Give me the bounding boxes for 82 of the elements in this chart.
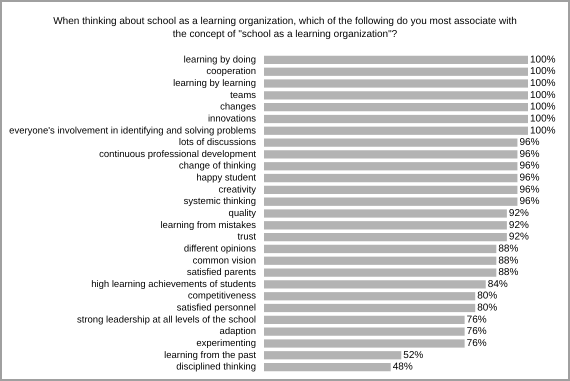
data-label: 76% (466, 338, 487, 349)
y-tick-label: systemic thinking (184, 196, 256, 208)
data-label: 96% (519, 137, 540, 148)
data-label: 96% (519, 184, 540, 196)
bar (264, 280, 486, 289)
data-label: 52% (403, 350, 424, 361)
data-label: 92% (508, 208, 530, 219)
bar (264, 339, 465, 348)
bar (264, 56, 528, 64)
y-tick-label: competitiveness (188, 290, 256, 302)
data-label: 100% (530, 66, 556, 78)
chart-title: When thinking about school as a learning organization, which of the following do you most associate with the concept of "school as a learning organization"? (53, 16, 517, 40)
data-label: 76% (466, 326, 487, 338)
y-tick-label: innovations (208, 113, 256, 124)
data-label: 96% (519, 148, 540, 160)
bar (264, 292, 476, 300)
data-label: 92% (508, 220, 530, 231)
y-tick-label: learning by doing (184, 54, 256, 66)
data-label: 84% (488, 278, 508, 290)
data-label: 80% (477, 302, 498, 314)
y-tick-label: trust (238, 232, 256, 243)
y-tick-label: high learning achievements of students (91, 278, 256, 290)
bar (264, 186, 518, 194)
y-tick-label: different opinions (184, 243, 256, 254)
bar (264, 162, 518, 170)
bar (264, 232, 507, 242)
y-tick-label: disciplined thinking (176, 362, 256, 373)
y-tick-label: learning from mistakes (160, 220, 256, 231)
bar (264, 114, 528, 124)
data-label: 88% (498, 243, 518, 254)
bar (264, 150, 518, 159)
y-tick-label: teams (230, 90, 256, 101)
data-label: 92% (508, 232, 530, 243)
bar (264, 126, 528, 135)
y-tick-label: everyone's involvement in identifying and solving problems (9, 125, 256, 136)
data-label: 100% (530, 113, 556, 124)
bar (264, 221, 507, 230)
bar (264, 103, 528, 112)
y-tick-label: satisfied personnel (176, 302, 256, 314)
data-label: 88% (498, 255, 518, 266)
bar (264, 209, 507, 218)
y-tick-label: happy student (196, 172, 256, 184)
y-tick-label: cooperation (206, 66, 256, 78)
data-label: 96% (519, 160, 540, 172)
data-label: 96% (519, 172, 540, 184)
y-tick-label: satisfied parents (186, 267, 256, 278)
y-tick-label: strong leadership at all levels of the school (76, 314, 256, 326)
bar (264, 174, 518, 182)
data-label: 100% (530, 90, 556, 101)
y-tick-label: continuous professional development (99, 148, 256, 160)
bar (264, 138, 518, 147)
y-tick-label: adaption (220, 326, 256, 338)
bar (264, 268, 496, 277)
bar (264, 304, 476, 312)
data-label: 80% (477, 290, 498, 302)
bar (264, 198, 518, 206)
bar (264, 316, 465, 324)
y-tick-label: common vision (192, 255, 256, 266)
y-tick-label: quality (228, 208, 256, 219)
bar (264, 91, 528, 100)
bar (264, 244, 496, 254)
data-label: 88% (498, 267, 518, 278)
bar (264, 362, 391, 372)
data-label: 96% (519, 196, 540, 208)
y-tick-label: learning by learning (173, 78, 256, 90)
y-tick-label: lots of discussions (178, 137, 256, 148)
y-tick-label: creativity (218, 184, 256, 196)
data-label: 100% (530, 125, 556, 136)
data-label: 76% (466, 314, 487, 326)
bar (264, 256, 496, 265)
y-tick-label: change of thinking (178, 160, 256, 172)
y-tick-label: changes (220, 102, 256, 113)
y-tick-label: learning from the past (164, 350, 256, 361)
data-label: 100% (530, 54, 556, 66)
bar (264, 351, 402, 360)
data-label: 100% (530, 78, 556, 90)
data-label: 48% (392, 362, 413, 373)
data-label: 100% (530, 102, 556, 113)
bar (264, 79, 528, 88)
bar (264, 68, 528, 76)
bar (264, 328, 465, 336)
y-tick-label: experimenting (196, 338, 256, 349)
